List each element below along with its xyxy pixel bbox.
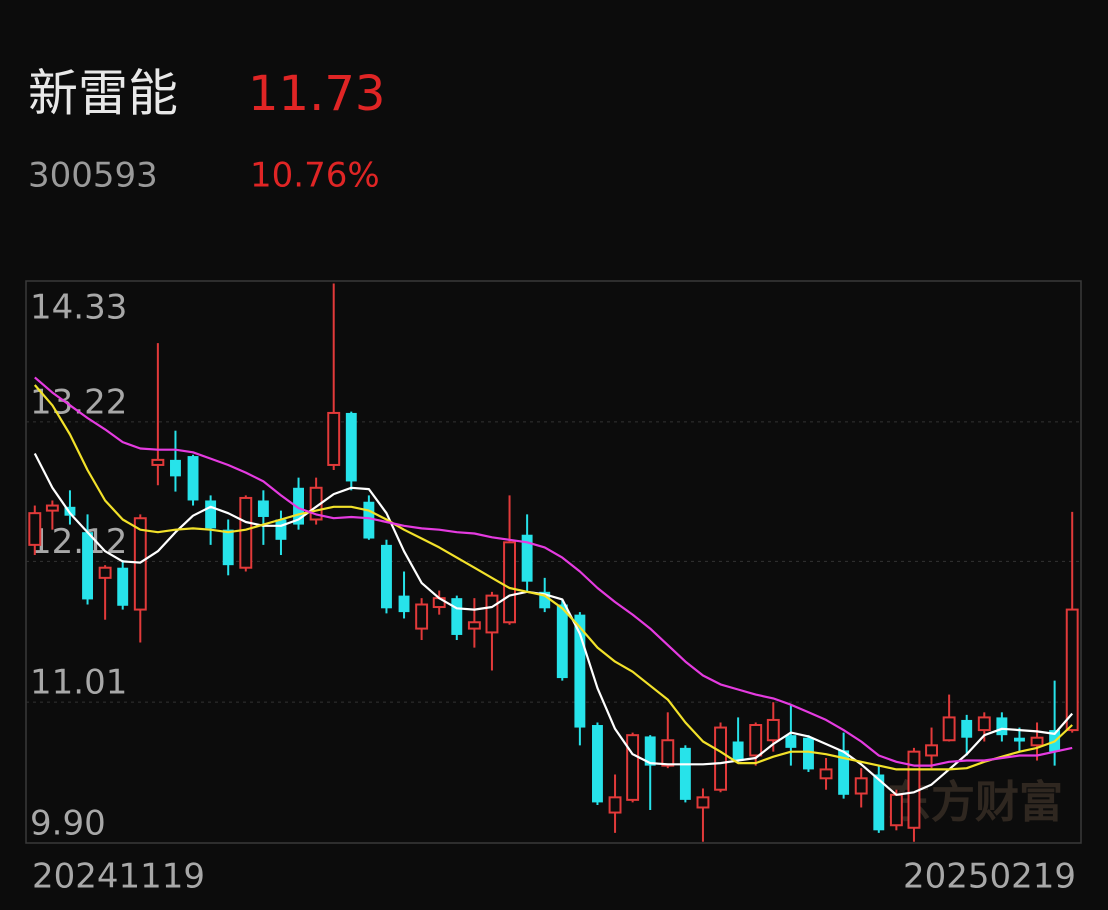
candle-body [592, 725, 603, 803]
x-tick-label: 20250219 [903, 857, 1076, 897]
candle-body [363, 501, 375, 539]
candle-body [732, 741, 744, 761]
candle-body [679, 747, 691, 800]
moving-average-line [33, 384, 1073, 771]
candle-body [485, 594, 499, 634]
candle-body [1030, 736, 1044, 747]
candle-body [398, 595, 410, 613]
candle-body [785, 735, 797, 748]
candle-body [977, 716, 991, 732]
candle-body [381, 544, 392, 609]
candle-body [327, 411, 341, 466]
candle-body [151, 458, 165, 466]
y-tick-label: 9.90 [30, 804, 106, 844]
candle-body [451, 598, 463, 635]
candle-body [838, 750, 850, 795]
candle-body [803, 737, 814, 770]
candle-body [873, 774, 885, 831]
candle-body [626, 734, 640, 801]
candle-body [275, 519, 287, 540]
price-change: 10.76% [250, 156, 380, 196]
candle-body [133, 517, 147, 611]
candle-body [345, 412, 357, 482]
candle-body [293, 487, 304, 525]
candle-body [28, 512, 42, 546]
candle-body [661, 739, 675, 767]
candle-body [415, 603, 429, 630]
candle-body [82, 532, 93, 600]
candle-body [45, 504, 59, 512]
moving-average-line [34, 376, 1073, 767]
stock-code: 300593 [28, 156, 158, 196]
moving-average-line [33, 452, 1074, 796]
y-tick-label: 11.01 [30, 663, 127, 703]
candle-body [766, 718, 780, 742]
y-tick-label: 14.33 [30, 288, 127, 328]
candle-body [749, 724, 763, 757]
stock-price: 11.73 [248, 66, 385, 122]
candle-body [1065, 608, 1079, 732]
candle-body [961, 719, 973, 738]
candle-body [714, 726, 727, 791]
candle-body [521, 534, 533, 582]
candle-body [1014, 737, 1025, 742]
candle-body [239, 496, 253, 569]
candle-body [170, 459, 181, 477]
candle-body [925, 744, 938, 757]
y-tick-label: 13.22 [30, 382, 127, 422]
candle-body [187, 456, 199, 501]
candle-body [574, 614, 586, 728]
candle-body [644, 736, 656, 766]
candle-body [117, 567, 129, 606]
candle-body [889, 793, 903, 827]
candle-body [257, 500, 269, 517]
candle-body [608, 796, 622, 814]
candle-body [942, 716, 956, 742]
plot-frame [25, 280, 1082, 844]
candle-body [98, 566, 112, 579]
candle-body [539, 591, 551, 609]
candle-body [467, 621, 481, 630]
candle-body [819, 768, 833, 780]
candle-body [996, 717, 1008, 736]
candle-body [854, 777, 868, 795]
stock-name: 新雷能 [28, 65, 178, 123]
candle-body [503, 541, 516, 624]
x-tick-label: 20241119 [32, 857, 205, 897]
candle-body [222, 529, 234, 566]
candle-body [696, 796, 710, 809]
candle-body [556, 604, 568, 679]
candle-body [205, 500, 217, 529]
